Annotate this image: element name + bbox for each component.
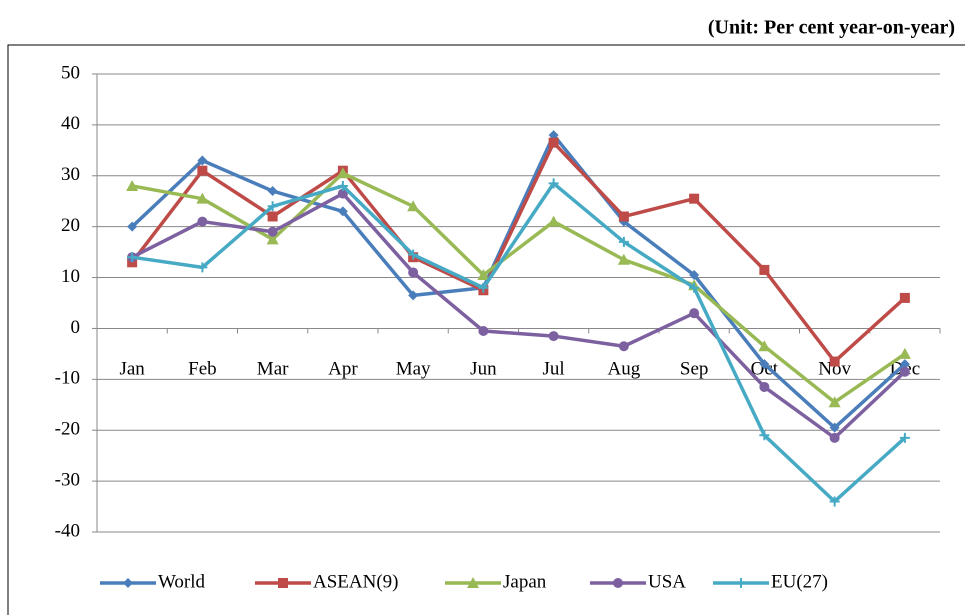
marker [899,292,910,303]
series-line [131,171,906,404]
chart-frame [7,44,965,615]
marker [548,137,559,148]
marker [689,193,700,204]
marker [197,262,208,273]
marker [196,192,209,204]
marker [759,359,770,370]
marker [123,578,133,588]
marker [899,366,910,377]
legend-label: Japan [503,571,547,592]
marker [618,236,629,247]
marker [617,253,630,265]
marker [689,270,700,281]
marker [408,267,419,278]
marker [127,252,138,263]
marker [899,432,910,443]
marker [408,249,419,260]
marker [267,226,278,237]
y-tick-label: -10 [55,368,80,389]
y-tick-label: 10 [61,266,80,287]
marker [478,325,489,336]
series-line [131,191,907,440]
marker [336,167,349,179]
marker [267,186,278,197]
y-tick-label: 40 [61,113,80,134]
marker [547,215,560,227]
marker [478,282,489,293]
series-line [131,181,907,504]
legend-label: ASEAN(9) [313,571,399,592]
x-tick-label: Jun [470,358,497,379]
marker [197,216,208,227]
x-tick-label: May [396,358,431,379]
marker [618,341,629,352]
legend-label: World [158,571,206,592]
marker [278,578,288,588]
legend-label: USA [648,571,686,592]
x-tick-label: Jan [119,358,145,379]
marker [197,155,208,166]
y-tick-label: 30 [61,164,80,185]
marker [126,179,139,191]
marker [689,308,700,319]
y-tick-label: 20 [61,215,80,236]
marker [618,211,629,222]
marker [337,188,348,199]
x-tick-label: Oct [751,358,779,379]
marker [759,430,770,441]
marker [548,178,559,189]
legend-label: EU(27) [771,571,828,592]
y-tick-label: -40 [55,520,80,541]
marker [758,340,771,352]
x-tick-label: Sep [680,358,709,379]
marker [829,356,840,367]
marker [899,359,910,370]
unit-label: (Unit: Per cent year-on-year) [708,17,955,39]
x-tick-label: Mar [257,358,289,379]
marker [127,257,138,268]
marker [267,201,278,212]
marker [829,496,840,507]
marker [266,233,279,245]
x-tick-label: Aug [608,358,641,379]
marker [337,206,348,217]
marker [829,422,840,433]
marker [477,269,490,281]
y-tick-label: -30 [55,469,80,490]
marker [408,290,419,301]
marker [759,381,770,392]
marker [689,282,700,293]
marker [407,200,420,212]
marker [267,211,278,222]
marker [127,221,138,232]
x-tick-label: Jul [543,358,565,379]
marker [613,578,623,588]
y-tick-label: 50 [61,62,80,83]
marker [197,165,208,176]
x-tick-label: Apr [328,358,358,379]
marker [548,130,559,141]
x-tick-label: Nov [818,358,851,379]
marker [898,347,911,359]
marker [829,432,840,443]
series-line [130,140,907,364]
y-tick-label: -20 [55,419,80,440]
marker [736,578,746,588]
marker [467,577,479,588]
series-line [130,133,907,430]
marker [548,331,559,342]
marker [337,180,348,191]
y-tick-label: 0 [71,317,81,338]
x-tick-label: Feb [188,358,217,379]
marker [828,396,841,408]
marker [759,264,770,275]
